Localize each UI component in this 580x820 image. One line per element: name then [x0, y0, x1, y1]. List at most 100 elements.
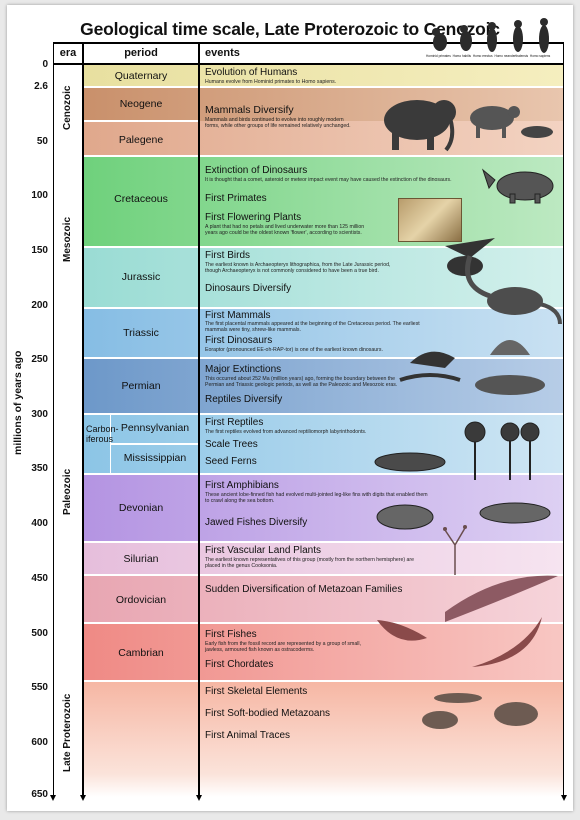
ordovician-illustration [445, 575, 558, 622]
event-skeletal: First Skeletal Elements [205, 686, 308, 697]
period-permian: Permian [121, 380, 161, 392]
event-desc: Humans evolve from Hominid primates to H… [205, 79, 337, 85]
human-label: Homo erectus [472, 54, 493, 58]
tick-label: 0 [42, 59, 48, 70]
tick-label: 600 [31, 737, 48, 748]
devonian-illustration [376, 502, 551, 530]
period-pennsylvanian: Pennsylvanian [120, 422, 190, 434]
event-desc: The earliest known representatives of th… [205, 557, 415, 563]
band-triassic [84, 308, 564, 358]
carboniferous-line: Carbon- [86, 424, 119, 434]
period-silurian: Silurian [123, 553, 159, 565]
event-mammals: Mammals Diversify [205, 104, 294, 116]
column-line [563, 42, 564, 797]
event-first-reptiles: First Reptiles [205, 417, 264, 428]
tick-label: 450 [31, 573, 48, 584]
band-silurian [84, 542, 564, 575]
event-desc: These ancient lobe-finned fish had evolv… [205, 492, 428, 498]
header-line [53, 42, 564, 44]
event-metazoan: Sudden Diversification of Metazoan Famil… [205, 584, 403, 595]
triceratops-illustration [481, 168, 554, 204]
divider [82, 307, 564, 309]
period-cretaceous: Cretaceous [114, 193, 168, 205]
divider [82, 574, 564, 576]
divider [82, 680, 564, 682]
event-scale-trees: Scale Trees [205, 439, 258, 450]
period-devonian: Devonian [118, 502, 164, 514]
event-reptiles-diversify: Reptiles Diversify [205, 394, 283, 405]
divider [110, 414, 111, 474]
event-desc: mammals were tiny, shrew-like mammals. [205, 327, 301, 333]
event-desc: The earliest known is Archaeopteryx lith… [205, 262, 391, 268]
tick-label: 300 [31, 409, 48, 420]
event-flowering-plants: First Flowering Plants [205, 212, 302, 223]
band-late-proterozoic [84, 681, 564, 797]
event-first-fishes: First Fishes [205, 629, 257, 640]
event-humans: Evolution of Humans [205, 67, 298, 78]
event-desc: placed in the genus Cooksonia. [205, 563, 278, 569]
divider [82, 357, 564, 359]
event-desc: Mammals and birds continued to evolve in… [205, 117, 344, 123]
divider [82, 541, 564, 543]
event-soft-bodied: First Soft-bodied Metazoans [205, 708, 331, 719]
human-label: Hominid primates [426, 54, 451, 58]
divider [84, 120, 198, 122]
event-desc: Eoraptor (pronounced EE-oh-RAP-tor) is o… [205, 347, 383, 353]
event-jawed-fishes: Jawed Fishes Diversify [205, 517, 308, 528]
header-line [53, 63, 564, 65]
divider [82, 413, 564, 415]
y-axis-label: millions of years ago [12, 350, 24, 455]
chart-title: Geological time scale, Late Proterozoic … [80, 19, 500, 39]
human-label: Homo neanderthalensis [494, 54, 529, 58]
period-jurassic: Jurassic [121, 271, 161, 283]
jurassic-illustration [445, 238, 562, 325]
event-desc: A plant that had no petals and lived und… [205, 224, 365, 230]
header-period: period [124, 47, 158, 59]
era-paleozoic: Paleozoic [62, 468, 73, 515]
event-primates: First Primates [205, 193, 267, 204]
column-line [198, 42, 200, 797]
tick-label: 650 [31, 789, 48, 800]
tick-label: 150 [31, 245, 48, 256]
event-major-extinctions: Major Extinctions [205, 364, 282, 375]
divider [110, 443, 198, 445]
event-desc: It is thought that a comet, asteroid or … [205, 177, 452, 183]
cooksonia-illustration [443, 525, 467, 575]
event-desc: The first placental mammals appeared at … [205, 321, 420, 327]
event-desc: Early fish from the fossil record are re… [205, 641, 361, 647]
human-label: Homo habilis [452, 54, 472, 58]
event-birds: First Birds [205, 250, 250, 261]
divider [82, 155, 564, 157]
event-first-mammals: First Mammals [205, 310, 271, 321]
human-evolution-illustration [432, 18, 549, 53]
tick-label: 2.6 [34, 81, 48, 92]
event-seed-ferns: Seed Ferns [205, 456, 257, 467]
carboniferous-line: iferous [86, 434, 114, 444]
tick-label: 100 [31, 190, 48, 201]
event-desc: This occurred about 252 Ma (million year… [205, 376, 396, 382]
header-era: era [59, 47, 77, 59]
tick-label: 50 [36, 136, 48, 147]
band-quaternary [84, 65, 564, 87]
event-chordates: First Chordates [205, 659, 274, 670]
divider [82, 86, 564, 88]
tick-label: 550 [31, 682, 48, 693]
divider [82, 622, 564, 624]
arrow-down-icon [50, 795, 56, 801]
period-neogene: Neogene [119, 98, 163, 110]
permian-illustration [399, 340, 545, 395]
mammals-illustration [384, 100, 553, 152]
era-late-proterozoic: Late Proterozoic [62, 693, 73, 772]
band-jurassic [84, 247, 564, 308]
period-cambrian: Cambrian [118, 647, 164, 659]
era-cenozoic: Cenozoic [62, 85, 73, 130]
divider [82, 473, 564, 475]
axis-line [53, 42, 54, 797]
event-desc: Permian and Triassic geologic periods, a… [205, 382, 398, 388]
event-desc: years ago could be the oldest known 'flo… [205, 230, 362, 236]
event-desc: though Archaeopteryx is not commonly con… [205, 268, 379, 274]
tick-label: 500 [31, 628, 48, 639]
tick-label: 250 [31, 354, 48, 365]
event-first-dinosaurs: First Dinosaurs [205, 335, 273, 346]
event-desc: jawless, armoured fish known as ostracod… [205, 647, 315, 653]
